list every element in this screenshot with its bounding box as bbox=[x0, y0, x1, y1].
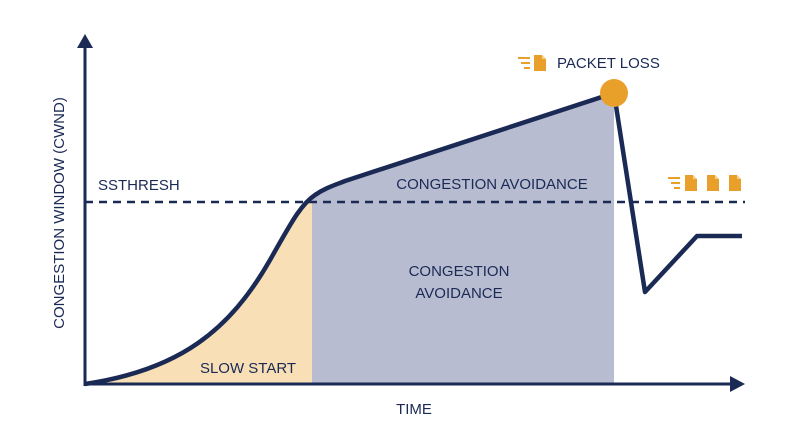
x-axis-label: TIME bbox=[396, 401, 432, 418]
slow-start-label: SLOW START bbox=[200, 360, 296, 377]
packet-loss-label: PACKET LOSS bbox=[557, 55, 660, 72]
packet-loss-marker bbox=[600, 79, 628, 107]
ssthresh-label: SSTHRESH bbox=[98, 177, 180, 194]
slow-start-region bbox=[85, 197, 312, 384]
duplicate-ack-icon bbox=[668, 175, 741, 191]
avoidance-area-label: CONGESTION bbox=[409, 263, 510, 280]
avoidance-region bbox=[312, 93, 614, 384]
y-axis-label: CONGESTION WINDOW (CWND) bbox=[51, 97, 68, 329]
packet-loss-icon bbox=[518, 55, 546, 71]
cwnd-curve bbox=[84, 90, 742, 387]
x-axis-arrow bbox=[730, 376, 745, 392]
y-axis-arrow bbox=[77, 34, 93, 48]
avoidance-line-label: CONGESTION AVOIDANCE bbox=[396, 176, 587, 193]
avoidance-area-label: AVOIDANCE bbox=[415, 285, 502, 302]
